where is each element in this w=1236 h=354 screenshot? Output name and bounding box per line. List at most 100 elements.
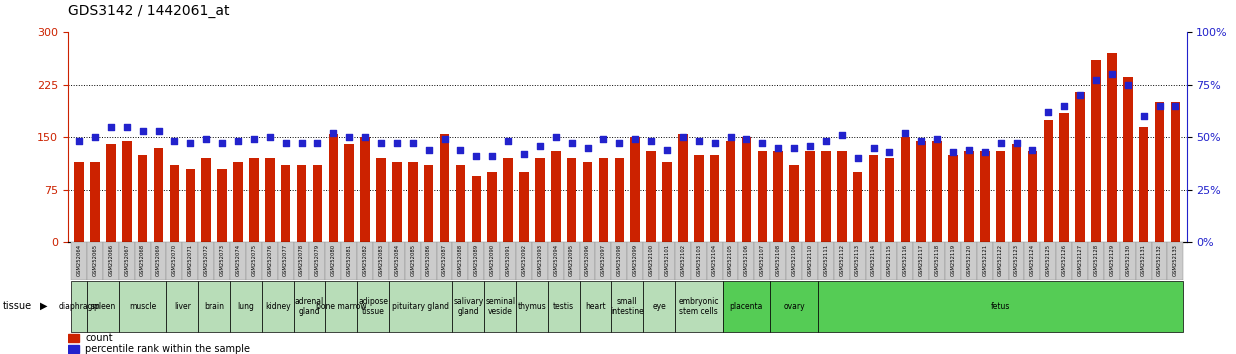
- Text: GSM252118: GSM252118: [934, 244, 939, 276]
- Point: [753, 141, 772, 146]
- Bar: [818, 281, 1183, 332]
- Bar: [913, 242, 929, 280]
- Text: ovary: ovary: [784, 302, 805, 311]
- Text: count: count: [85, 333, 112, 343]
- Text: GSM252102: GSM252102: [680, 244, 686, 276]
- Point: [1133, 113, 1153, 119]
- Text: GSM252111: GSM252111: [823, 244, 828, 276]
- Bar: [135, 242, 151, 280]
- Bar: [281, 165, 290, 242]
- Text: GSM252086: GSM252086: [426, 244, 431, 276]
- Bar: [964, 151, 974, 242]
- Text: GSM252077: GSM252077: [283, 244, 288, 276]
- Bar: [72, 281, 87, 332]
- Bar: [885, 158, 894, 242]
- Bar: [262, 242, 278, 280]
- Point: [625, 136, 645, 142]
- Text: adipose
tissue: adipose tissue: [358, 297, 388, 316]
- Text: brain: brain: [204, 302, 224, 311]
- Point: [672, 135, 692, 140]
- Bar: [932, 141, 942, 242]
- Bar: [821, 151, 831, 242]
- Bar: [1152, 242, 1168, 280]
- Point: [466, 153, 486, 159]
- Point: [1054, 103, 1074, 108]
- Point: [292, 141, 311, 146]
- Point: [864, 145, 884, 150]
- Bar: [341, 242, 357, 280]
- Bar: [294, 281, 325, 332]
- Point: [593, 136, 613, 142]
- Bar: [897, 242, 913, 280]
- Point: [848, 155, 868, 161]
- Bar: [218, 169, 227, 242]
- Text: GSM252113: GSM252113: [855, 244, 860, 276]
- Bar: [151, 242, 167, 280]
- Text: GSM252108: GSM252108: [776, 244, 781, 276]
- Bar: [74, 162, 84, 242]
- Bar: [583, 162, 592, 242]
- Bar: [535, 158, 545, 242]
- Point: [832, 132, 852, 138]
- Bar: [646, 151, 656, 242]
- Point: [1086, 78, 1106, 83]
- Bar: [519, 172, 529, 242]
- Bar: [726, 141, 735, 242]
- Bar: [357, 281, 389, 332]
- Bar: [265, 158, 274, 242]
- Point: [387, 141, 407, 146]
- Bar: [1120, 242, 1136, 280]
- Text: GSM252074: GSM252074: [236, 244, 241, 276]
- Point: [975, 149, 995, 155]
- Point: [355, 135, 375, 140]
- Bar: [485, 242, 501, 280]
- Point: [213, 141, 232, 146]
- Point: [180, 141, 200, 146]
- Bar: [1138, 127, 1148, 242]
- Point: [482, 153, 502, 159]
- Bar: [198, 242, 214, 280]
- Text: GSM252064: GSM252064: [77, 244, 82, 276]
- Bar: [420, 242, 436, 280]
- Bar: [122, 141, 131, 242]
- Bar: [138, 155, 147, 242]
- Bar: [1136, 242, 1152, 280]
- Bar: [278, 242, 294, 280]
- Text: heart: heart: [585, 302, 606, 311]
- Text: GSM252101: GSM252101: [665, 244, 670, 276]
- Bar: [1091, 60, 1101, 242]
- Point: [816, 138, 836, 144]
- Text: bone marrow: bone marrow: [316, 302, 367, 311]
- Point: [276, 141, 295, 146]
- Bar: [230, 242, 246, 280]
- Text: GSM252094: GSM252094: [554, 244, 559, 276]
- Bar: [881, 242, 897, 280]
- Text: GSM252119: GSM252119: [950, 244, 955, 276]
- Bar: [614, 158, 624, 242]
- Bar: [153, 148, 163, 242]
- Point: [117, 124, 137, 130]
- Text: GSM252065: GSM252065: [93, 244, 98, 276]
- Bar: [869, 155, 879, 242]
- Text: GSM252100: GSM252100: [649, 244, 654, 276]
- Bar: [548, 281, 580, 332]
- Bar: [389, 242, 405, 280]
- Bar: [309, 242, 325, 280]
- Bar: [501, 242, 517, 280]
- Text: GSM252073: GSM252073: [220, 244, 225, 276]
- Bar: [517, 281, 548, 332]
- Point: [229, 138, 248, 144]
- Text: small
intestine: small intestine: [611, 297, 644, 316]
- Bar: [612, 242, 628, 280]
- Text: GSM252107: GSM252107: [760, 244, 765, 276]
- Bar: [628, 242, 643, 280]
- Text: muscle: muscle: [129, 302, 156, 311]
- Bar: [392, 162, 402, 242]
- Text: GSM252129: GSM252129: [1110, 244, 1115, 276]
- Bar: [68, 345, 79, 353]
- Text: GSM252123: GSM252123: [1014, 244, 1018, 276]
- Bar: [436, 242, 452, 280]
- Point: [577, 145, 597, 150]
- Text: ▶: ▶: [40, 301, 47, 311]
- Point: [498, 138, 518, 144]
